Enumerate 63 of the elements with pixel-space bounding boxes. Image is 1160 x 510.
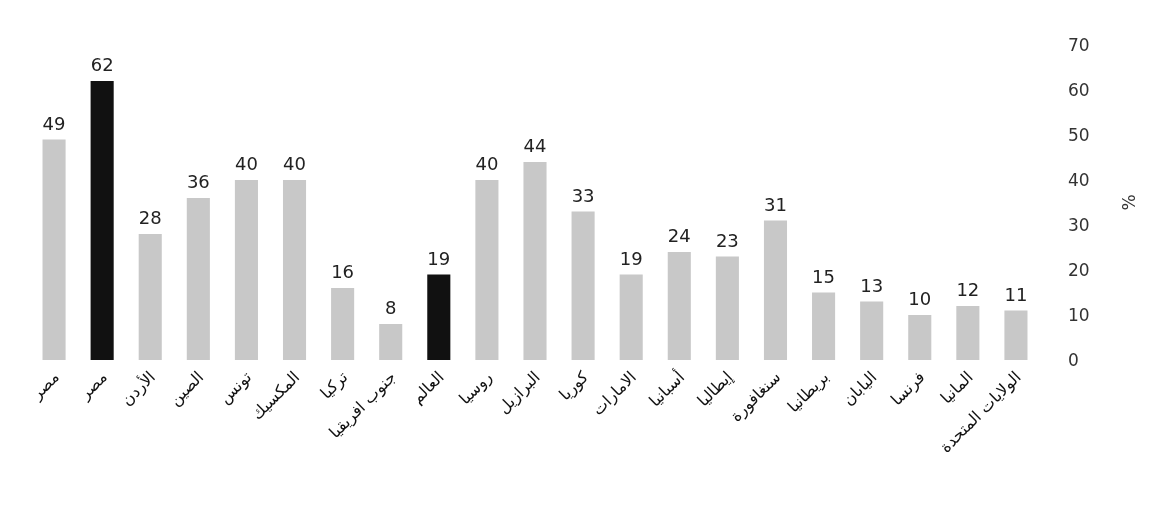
bar <box>523 162 547 360</box>
data-label: 40 <box>475 153 499 174</box>
bar <box>715 256 739 360</box>
data-label: 36 <box>186 171 210 192</box>
x-tick-label: العالم <box>407 367 448 408</box>
bar <box>186 198 210 360</box>
y-tick-label: 60 <box>1068 80 1090 100</box>
data-label: 16 <box>331 261 355 282</box>
data-label: 33 <box>571 184 595 206</box>
x-tick-label: بريطانيا <box>783 367 834 417</box>
bar <box>860 301 884 360</box>
data-label: 24 <box>667 225 691 246</box>
bar <box>812 292 836 360</box>
x-tick-label: الصين <box>165 367 208 410</box>
data-label: 40 <box>283 153 306 174</box>
x-tick-label: تونس <box>215 367 256 409</box>
x-tick-label: المانيا <box>936 367 977 408</box>
x-tick-label: الأردن <box>116 366 160 410</box>
bar <box>138 234 162 360</box>
x-tick-label: فرنسا <box>886 367 930 410</box>
y-tick-label: 10 <box>1068 305 1090 325</box>
data-label: 40 <box>234 153 258 174</box>
data-label: 12 <box>956 279 980 300</box>
x-tick-label: تركيا <box>316 367 353 404</box>
bar <box>619 274 643 360</box>
y-tick-label: 20 <box>1068 260 1090 280</box>
bar <box>90 81 114 360</box>
data-label: 28 <box>138 207 162 228</box>
y-tick-label: 30 <box>1068 215 1090 235</box>
x-tick-label: اليابان <box>838 367 881 410</box>
x-tick-label: مصر <box>26 367 64 405</box>
data-label: 19 <box>619 247 643 269</box>
bar <box>908 315 932 360</box>
data-label: 31 <box>764 193 787 215</box>
y-axis-title: % <box>1119 194 1139 211</box>
data-label: 49 <box>42 112 66 134</box>
data-label: 19 <box>427 247 451 269</box>
bar <box>571 211 595 360</box>
x-tick-label: أسبانيا <box>644 366 689 411</box>
bar <box>667 252 691 360</box>
data-label: 15 <box>812 265 836 287</box>
bar <box>42 139 66 360</box>
data-label: 13 <box>860 274 884 296</box>
data-label: 44 <box>523 135 547 156</box>
bar <box>379 324 403 360</box>
bar <box>427 274 451 360</box>
bar <box>763 220 788 360</box>
data-label: 62 <box>90 54 114 75</box>
bar <box>475 180 499 360</box>
bar <box>331 288 355 360</box>
data-label: 11 <box>1004 283 1028 305</box>
data-label: 10 <box>908 288 932 309</box>
bar <box>234 180 258 360</box>
y-tick-label: 50 <box>1068 125 1090 145</box>
x-tick-label: مصر <box>74 367 112 405</box>
bar <box>282 180 307 360</box>
y-tick-label: 40 <box>1068 170 1090 190</box>
y-tick-label: 70 <box>1068 35 1090 55</box>
bar <box>1004 310 1028 360</box>
bar <box>956 306 980 360</box>
data-label: 23 <box>715 229 739 251</box>
y-tick-label: 0 <box>1068 350 1079 370</box>
data-label: 8 <box>384 297 397 318</box>
